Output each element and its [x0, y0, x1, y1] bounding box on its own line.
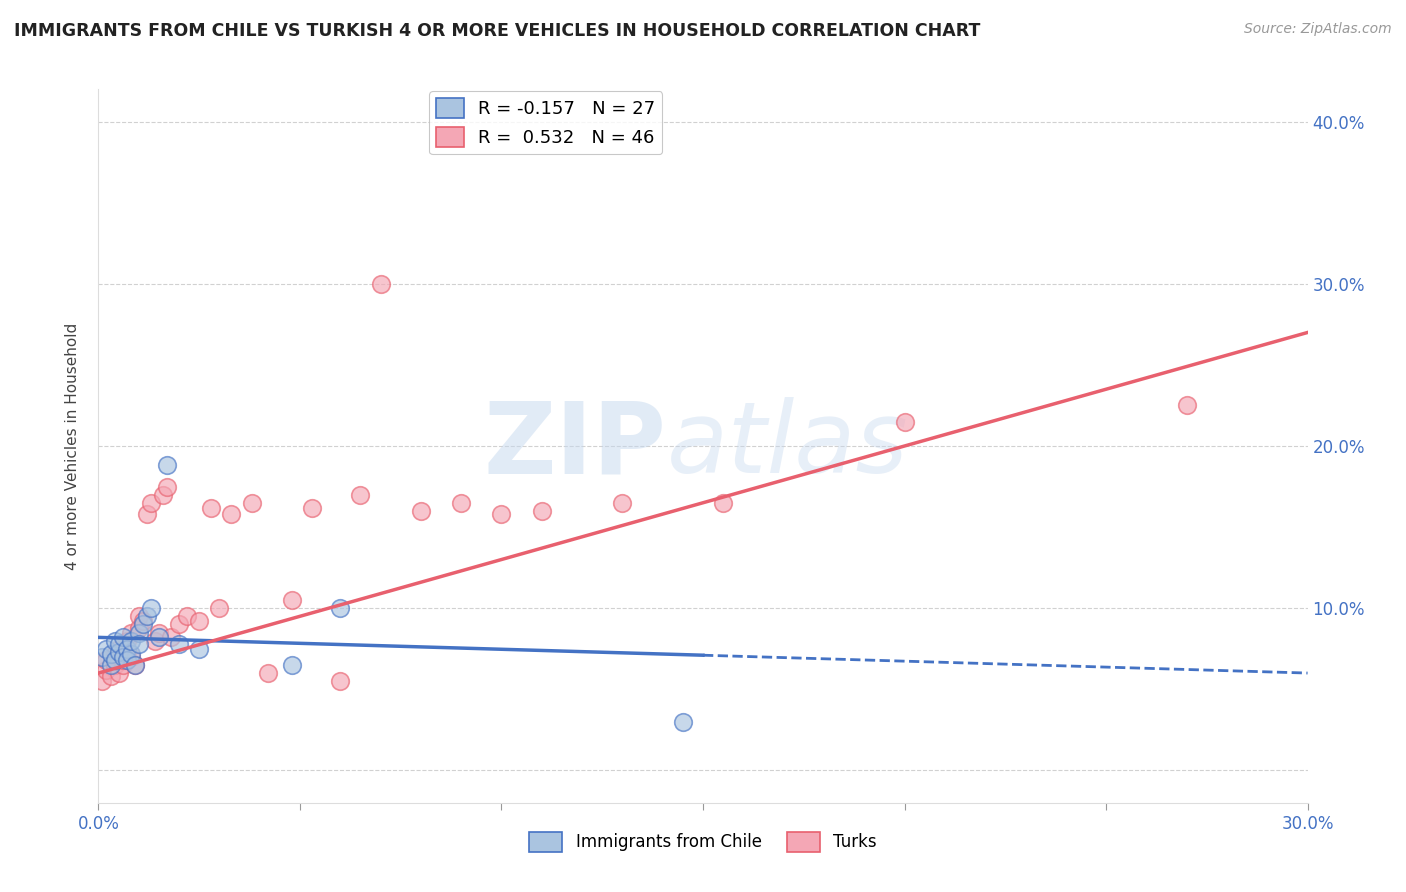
- Point: [370, 277, 392, 291]
- Point: [107, 641, 129, 656]
- Point: [188, 641, 211, 656]
- Point: [128, 637, 150, 651]
- Point: [135, 609, 157, 624]
- Point: [128, 609, 150, 624]
- Point: [120, 633, 142, 648]
- Point: [100, 669, 122, 683]
- Point: [128, 625, 150, 640]
- Point: [111, 653, 134, 667]
- Text: IMMIGRANTS FROM CHILE VS TURKISH 4 OR MORE VEHICLES IN HOUSEHOLD CORRELATION CHA: IMMIGRANTS FROM CHILE VS TURKISH 4 OR MO…: [14, 22, 980, 40]
- Point: [111, 631, 134, 645]
- Text: atlas: atlas: [666, 398, 908, 494]
- Point: [409, 504, 432, 518]
- Point: [1175, 399, 1198, 413]
- Point: [124, 657, 146, 672]
- Point: [107, 645, 129, 659]
- Point: [176, 609, 198, 624]
- Point: [115, 633, 138, 648]
- Point: [135, 507, 157, 521]
- Point: [256, 666, 278, 681]
- Point: [672, 714, 695, 729]
- Point: [120, 649, 142, 664]
- Point: [91, 674, 114, 689]
- Point: [329, 601, 352, 615]
- Point: [96, 663, 118, 677]
- Text: Source: ZipAtlas.com: Source: ZipAtlas.com: [1244, 22, 1392, 37]
- Point: [111, 649, 134, 664]
- Point: [200, 500, 222, 515]
- Point: [612, 496, 634, 510]
- Point: [107, 666, 129, 681]
- Point: [132, 617, 155, 632]
- Point: [139, 601, 162, 615]
- Point: [221, 507, 243, 521]
- Point: [530, 504, 553, 518]
- Point: [156, 479, 179, 493]
- Point: [281, 657, 304, 672]
- Point: [120, 625, 142, 640]
- Point: [103, 647, 125, 661]
- Point: [124, 657, 146, 672]
- Point: [156, 458, 179, 473]
- Point: [115, 641, 138, 656]
- Point: [208, 601, 231, 615]
- Point: [301, 500, 323, 515]
- Point: [148, 625, 170, 640]
- Point: [450, 496, 472, 510]
- Point: [240, 496, 263, 510]
- Point: [188, 614, 211, 628]
- Point: [115, 647, 138, 661]
- Point: [152, 488, 174, 502]
- Point: [160, 631, 183, 645]
- Point: [128, 621, 150, 635]
- Point: [103, 653, 125, 667]
- Point: [120, 647, 142, 661]
- Text: ZIP: ZIP: [484, 398, 666, 494]
- Point: [96, 641, 118, 656]
- Point: [139, 496, 162, 510]
- Point: [281, 593, 304, 607]
- Point: [132, 614, 155, 628]
- Point: [491, 507, 513, 521]
- Point: [103, 633, 125, 648]
- Y-axis label: 4 or more Vehicles in Household: 4 or more Vehicles in Household: [65, 322, 80, 570]
- Point: [349, 488, 371, 502]
- Point: [111, 657, 134, 672]
- Point: [711, 496, 734, 510]
- Point: [167, 637, 190, 651]
- Point: [100, 657, 122, 672]
- Point: [893, 415, 915, 429]
- Legend: Immigrants from Chile, Turks: Immigrants from Chile, Turks: [523, 825, 883, 859]
- Point: [107, 637, 129, 651]
- Point: [115, 653, 138, 667]
- Point: [91, 649, 114, 664]
- Point: [329, 674, 352, 689]
- Point: [103, 657, 125, 672]
- Point: [148, 631, 170, 645]
- Point: [167, 617, 190, 632]
- Point: [143, 633, 166, 648]
- Point: [96, 653, 118, 667]
- Point: [100, 647, 122, 661]
